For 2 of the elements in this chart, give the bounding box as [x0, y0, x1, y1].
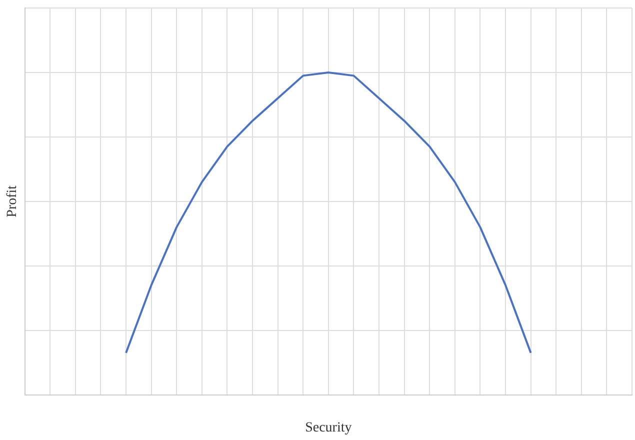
- y-axis-title: Profit: [5, 185, 20, 218]
- x-axis-title: Security: [305, 420, 352, 436]
